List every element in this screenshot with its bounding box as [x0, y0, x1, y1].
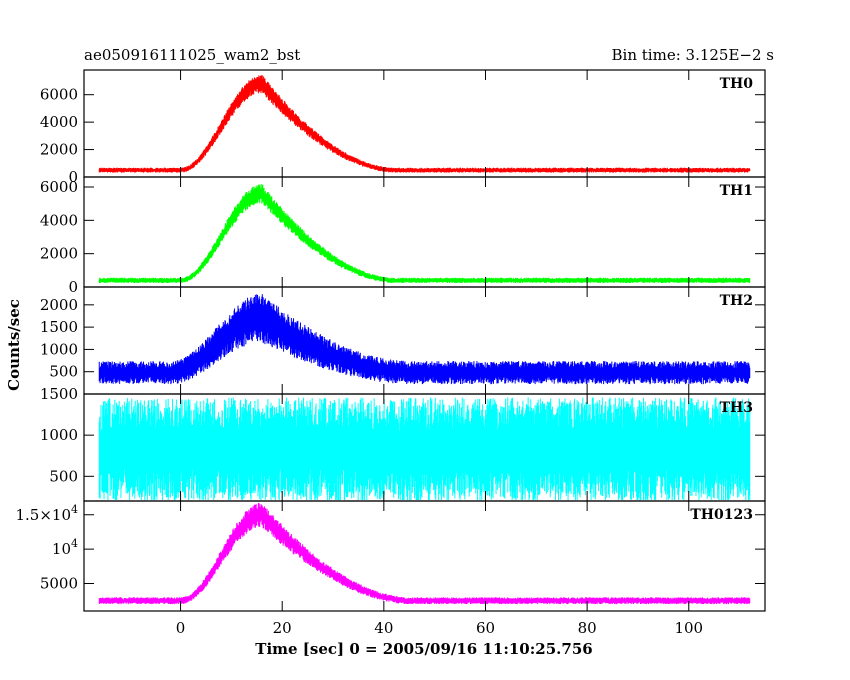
y-tick-label: 1500	[40, 385, 78, 403]
y-tick-label: 1.5×104	[15, 503, 78, 524]
series-th0	[98, 75, 751, 173]
series-th2	[98, 294, 751, 385]
x-tick-label: 20	[273, 619, 292, 637]
panel-label-th1: TH1	[720, 183, 753, 199]
panel-label-th2: TH2	[720, 293, 753, 309]
panel-frame-th0123	[83, 500, 766, 612]
x-tick-label: 40	[374, 619, 393, 637]
x-tick-label: 60	[476, 619, 495, 637]
series-th1	[98, 184, 751, 284]
panel-th0123: 5000 104 1.5×104 TH0123	[15, 500, 766, 612]
bin-time-label: Bin time: 3.125E−2 s	[612, 46, 774, 64]
chart-title: ae050916111025_wam2_bst	[84, 46, 300, 64]
y-tick-label: 104	[52, 537, 78, 558]
y-tick-label: 6000	[40, 86, 78, 104]
y-tick-label: 5000	[40, 575, 78, 593]
panel-frame-th0	[83, 69, 766, 178]
y-tick-label: 500	[49, 363, 78, 381]
panel-label-th0: TH0	[720, 76, 754, 92]
x-tick-label: 80	[578, 619, 597, 637]
y-tick-label: 2000	[40, 296, 78, 314]
x-tick-label: 100	[674, 619, 703, 637]
panel-th1: 0 2000 4000 6000 TH1	[40, 176, 766, 296]
y-tick-label: 0	[68, 278, 78, 296]
y-tick-label: 6000	[40, 178, 78, 196]
y-tick-label: 2000	[40, 141, 78, 159]
y-tick-label: 4000	[40, 113, 78, 131]
y-tick-label: 500	[49, 467, 78, 485]
y-tick-label: 1000	[40, 340, 78, 358]
x-tick-label: 0	[176, 619, 186, 637]
panel-label-th0123: TH0123	[690, 507, 753, 523]
y-tick-label: 1500	[40, 318, 78, 336]
y-tick-label: 2000	[40, 245, 78, 263]
panel-label-th3: TH3	[720, 400, 753, 416]
y-tick-label: 0	[68, 168, 78, 186]
panel-th2: 500 1000 1500 2000 TH2	[40, 286, 766, 395]
y-axis-title: Counts/sec	[5, 299, 23, 391]
y-tick-label: 1000	[40, 426, 78, 444]
series-th0123	[98, 502, 751, 605]
x-axis-title: Time [sec] 0 = 2005/09/16 11:10:25.756	[255, 640, 592, 658]
panel-th3: 500 1000 1500 TH3	[40, 385, 766, 502]
panel-frame-th1	[83, 176, 766, 288]
panel-th0: 0 2000 4000 6000 TH0	[40, 69, 766, 186]
series-th3	[98, 397, 751, 501]
y-tick-label: 4000	[40, 211, 78, 229]
